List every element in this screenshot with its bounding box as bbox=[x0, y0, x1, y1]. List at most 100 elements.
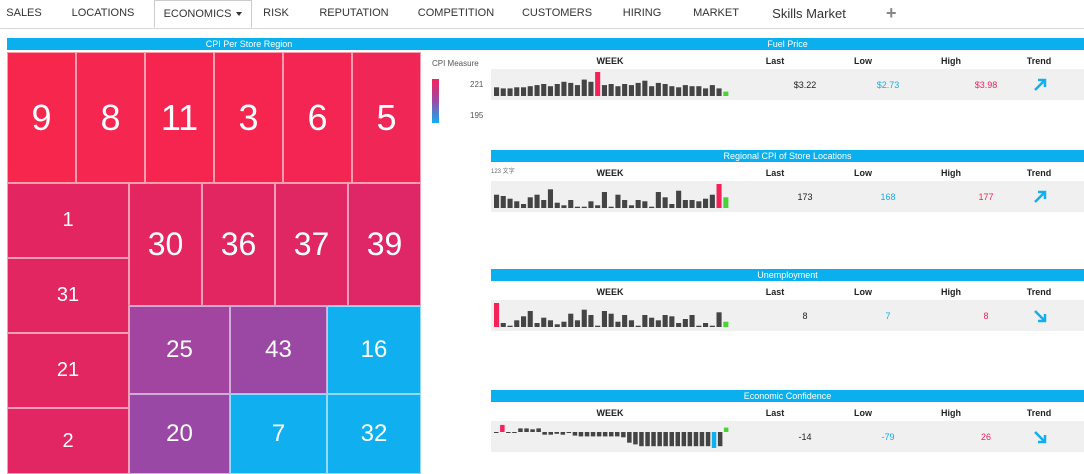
week-sparkline bbox=[494, 184, 729, 208]
treemap-tile[interactable]: 2 bbox=[7, 408, 129, 474]
sparkline-bar bbox=[649, 317, 655, 327]
sparkline-bar bbox=[578, 432, 584, 437]
sparkline-bar bbox=[628, 85, 634, 96]
legend-max: 221 bbox=[470, 80, 484, 89]
sparkline-bar bbox=[669, 86, 675, 96]
add-tab-icon[interactable]: + bbox=[886, 3, 897, 23]
sparkline-bar bbox=[615, 86, 621, 96]
sparkline-bar bbox=[521, 316, 527, 327]
treemap-title: CPI Per Store Region bbox=[7, 38, 491, 50]
tab-sales[interactable]: SALES bbox=[6, 7, 42, 19]
treemap-tile[interactable]: 43 bbox=[230, 306, 327, 394]
legend-gradient bbox=[432, 79, 439, 123]
sparkline-bar bbox=[608, 206, 614, 208]
sparkline-bar bbox=[588, 81, 594, 96]
sparkline-bar bbox=[709, 325, 715, 327]
sparkline-bar bbox=[723, 197, 729, 208]
sparkline-bar bbox=[554, 432, 559, 434]
sparkline-bar bbox=[676, 190, 682, 208]
tab-economics[interactable]: ECONOMICS bbox=[154, 0, 252, 28]
sparkline-bar bbox=[615, 194, 621, 208]
tab-reputation[interactable]: REPUTATION bbox=[319, 7, 389, 19]
sparkline-bar bbox=[530, 429, 535, 432]
treemap-tile[interactable]: 7 bbox=[230, 394, 327, 474]
sparkline-bar bbox=[560, 432, 566, 435]
sparkline-bar bbox=[703, 198, 709, 208]
high-value: $3.98 bbox=[974, 80, 998, 90]
tab-skills-market[interactable]: Skills Market bbox=[772, 6, 846, 21]
sparkline-bar bbox=[628, 320, 634, 327]
sparkline-bar bbox=[622, 315, 628, 327]
sparkline-bar bbox=[705, 432, 711, 447]
treemap-tile[interactable]: 37 bbox=[275, 183, 348, 306]
tab-hiring[interactable]: HIRING bbox=[622, 7, 662, 19]
sparkline-bar bbox=[645, 432, 650, 447]
sparkline-bar bbox=[649, 86, 655, 96]
sparkline-bar bbox=[635, 325, 641, 327]
sparkline-bar bbox=[568, 82, 574, 96]
sparkline-bar bbox=[689, 200, 695, 208]
treemap-tile[interactable]: 20 bbox=[129, 394, 230, 474]
tab-market[interactable]: MARKET bbox=[693, 7, 739, 19]
sparkline-bar bbox=[494, 194, 500, 208]
sparkline-bar bbox=[717, 432, 723, 447]
sparkline-bar bbox=[561, 205, 567, 208]
tab-locations[interactable]: LOCATIONS bbox=[71, 7, 135, 19]
treemap-tile[interactable]: 3 bbox=[214, 52, 283, 183]
sparkline-bar bbox=[595, 205, 601, 208]
treemap-tile[interactable]: 25 bbox=[129, 306, 230, 394]
col-week: WEEK bbox=[596, 408, 624, 418]
tab-customers[interactable]: CUSTOMERS bbox=[521, 7, 593, 19]
low-value: $2.73 bbox=[876, 80, 900, 90]
treemap-tile[interactable]: 30 bbox=[129, 183, 202, 306]
treemap-tile[interactable]: 11 bbox=[145, 52, 214, 183]
sparkline-bar bbox=[669, 316, 675, 327]
treemap-tile[interactable]: 31 bbox=[7, 258, 129, 333]
sparkline-bar bbox=[662, 197, 668, 208]
col-trend: Trend bbox=[1026, 408, 1052, 418]
sparkline-bar bbox=[669, 204, 675, 208]
sparkline-bar bbox=[521, 204, 527, 208]
sparkline-bar bbox=[554, 324, 560, 327]
treemap-tile[interactable]: 6 bbox=[283, 52, 352, 183]
sparkline-bar bbox=[608, 84, 614, 96]
sparkline-bar bbox=[554, 202, 560, 208]
sparkline-bar bbox=[711, 432, 717, 448]
treemap-tile[interactable]: 1 bbox=[7, 183, 129, 258]
sparkline-bar bbox=[541, 200, 547, 208]
sparkline-bar bbox=[547, 189, 553, 208]
sparkline-bar bbox=[518, 428, 523, 432]
sparkline-bar bbox=[642, 315, 648, 327]
last-value: 8 bbox=[802, 311, 808, 321]
sparkline-bar bbox=[506, 432, 511, 433]
treemap-tile[interactable]: 9 bbox=[7, 52, 76, 183]
sparkline-bar bbox=[662, 84, 668, 96]
treemap-tile[interactable]: 21 bbox=[7, 333, 129, 408]
tab-risk[interactable]: RISK bbox=[263, 7, 289, 19]
treemap-tile[interactable]: 32 bbox=[327, 394, 421, 474]
sparkline-bar bbox=[521, 87, 527, 96]
sparkline-bar bbox=[561, 81, 567, 96]
sparkline-bar bbox=[608, 313, 614, 327]
treemap-tile[interactable]: 39 bbox=[348, 183, 421, 306]
tab-competition[interactable]: COMPETITION bbox=[417, 7, 495, 19]
last-value: $3.22 bbox=[793, 80, 817, 90]
sparkline-bar bbox=[500, 323, 506, 327]
sparkline-bar bbox=[574, 320, 580, 327]
week-sparkline bbox=[494, 303, 729, 327]
treemap-tile[interactable]: 36 bbox=[202, 183, 275, 306]
panel-title: Economic Confidence bbox=[491, 390, 1084, 402]
trend-up-arrow-icon bbox=[1034, 190, 1047, 203]
panel-title: Regional CPI of Store Locations bbox=[491, 150, 1084, 162]
sparkline-bar bbox=[507, 198, 513, 208]
trend-up-arrow-icon bbox=[1034, 78, 1047, 91]
sparkline-bar bbox=[663, 432, 668, 447]
treemap-tile[interactable]: 8 bbox=[76, 52, 145, 183]
col-high: High bbox=[941, 287, 961, 297]
treemap-tile[interactable]: 16 bbox=[327, 306, 421, 394]
sparkline-bar bbox=[601, 192, 607, 208]
sparkline-bar bbox=[655, 320, 661, 327]
treemap-tile[interactable]: 5 bbox=[352, 52, 421, 183]
sparkline-bar bbox=[696, 201, 702, 208]
sparkline-bar bbox=[633, 432, 638, 445]
